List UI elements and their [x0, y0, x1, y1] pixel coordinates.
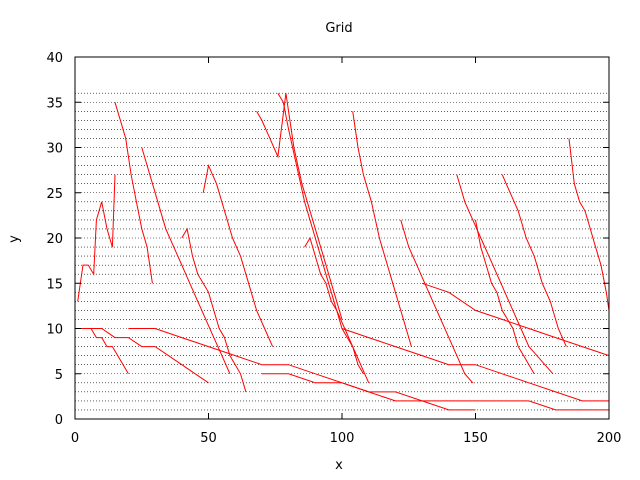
series-line-15 [261, 373, 609, 411]
series-line-2 [77, 174, 116, 302]
series-line-12 [568, 138, 610, 311]
y-tick-label-30: 30 [46, 142, 63, 157]
series-line-16 [341, 328, 609, 402]
grid-lines [75, 92, 609, 411]
x-axis-label: x [335, 458, 343, 473]
y-tick-label-25: 25 [46, 187, 63, 202]
y-tick-label-15: 15 [46, 277, 63, 292]
x-tick-label-150: 150 [463, 431, 488, 446]
x-tick-label-100: 100 [330, 431, 355, 446]
y-tick-label-40: 40 [46, 51, 63, 66]
series-lines [75, 92, 610, 411]
series-line-17 [421, 282, 610, 357]
y-tick-label-0: 0 [55, 413, 63, 428]
x-tick-label-0: 0 [71, 431, 79, 446]
y-axis-label: y [7, 235, 22, 243]
series-line-5 [202, 163, 274, 347]
series-line-10 [456, 174, 554, 375]
y-tick-label-5: 5 [55, 368, 63, 383]
y-tick-label-10: 10 [46, 323, 63, 338]
series-line-20 [475, 219, 535, 375]
chart-title: Grid [325, 21, 352, 36]
series-line-19 [304, 236, 364, 375]
ticks: 0 50 100 150 200 0 5 10 15 20 25 30 35 40 [46, 51, 621, 446]
series-line-4 [141, 147, 231, 375]
series-line-8 [352, 111, 412, 347]
series-line-1 [75, 328, 129, 375]
series-line-14 [128, 328, 476, 411]
x-tick-label-50: 50 [200, 431, 217, 446]
series-line-18 [181, 227, 247, 393]
series-line-11 [501, 174, 567, 347]
series-line-3 [114, 102, 153, 284]
y-tick-label-20: 20 [46, 232, 63, 247]
x-tick-label-200: 200 [597, 431, 622, 446]
y-tick-label-35: 35 [46, 96, 63, 111]
series-line-6 [256, 93, 343, 320]
series-line-13 [88, 328, 209, 384]
